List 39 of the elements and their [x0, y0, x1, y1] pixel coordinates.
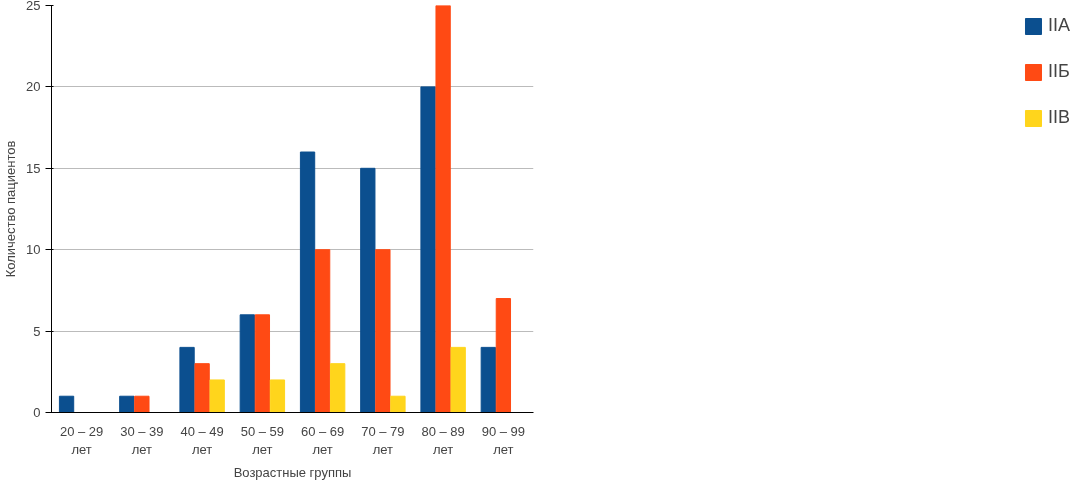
- y-axis-title: Количество пациентов: [3, 140, 19, 278]
- bar: [450, 346, 466, 413]
- bar: [58, 395, 75, 413]
- legend-label: IIБ: [1047, 61, 1070, 82]
- x-tick-label: 50 – 59 лет: [240, 423, 285, 457]
- bar: [314, 249, 331, 413]
- y-tick-label: 20: [26, 79, 41, 95]
- bar: [209, 379, 225, 413]
- bar: [269, 379, 286, 413]
- bar: [194, 363, 210, 413]
- x-tick-label: 70 – 79 лет: [361, 423, 405, 457]
- y-tick-label: 25: [26, 0, 41, 13]
- x-tick-label: 80 – 89 лет: [421, 423, 465, 457]
- x-tick-label: 20 – 29 лет: [59, 423, 104, 457]
- bar: [435, 5, 451, 413]
- y-tick-label: 15: [26, 160, 41, 176]
- x-tick-label: 30 – 39 лет: [120, 423, 164, 457]
- bar: [375, 249, 391, 413]
- x-axis-title: Возрастные группы: [233, 464, 352, 480]
- y-tick-label: 5: [33, 323, 41, 339]
- bar: [119, 395, 135, 413]
- bar: [495, 298, 512, 413]
- legend-label: IIВ: [1047, 107, 1070, 128]
- legend-label: IIA: [1047, 15, 1070, 36]
- bar: [239, 314, 255, 413]
- bar: [330, 363, 346, 413]
- bar: [254, 314, 271, 413]
- bar: [480, 346, 496, 413]
- x-tick-label: 90 – 99 лет: [481, 423, 526, 457]
- bar: [299, 151, 316, 413]
- bar: [179, 346, 195, 413]
- y-tick-label: 0: [33, 405, 41, 420]
- x-tick-label: 60 – 69 лет: [300, 423, 345, 457]
- y-tick-label: 10: [26, 242, 41, 258]
- bar: [420, 86, 436, 413]
- bar: [360, 167, 376, 413]
- bar: [134, 395, 150, 413]
- x-tick-label: 40 – 49 лет: [180, 423, 224, 457]
- bar: [390, 395, 406, 413]
